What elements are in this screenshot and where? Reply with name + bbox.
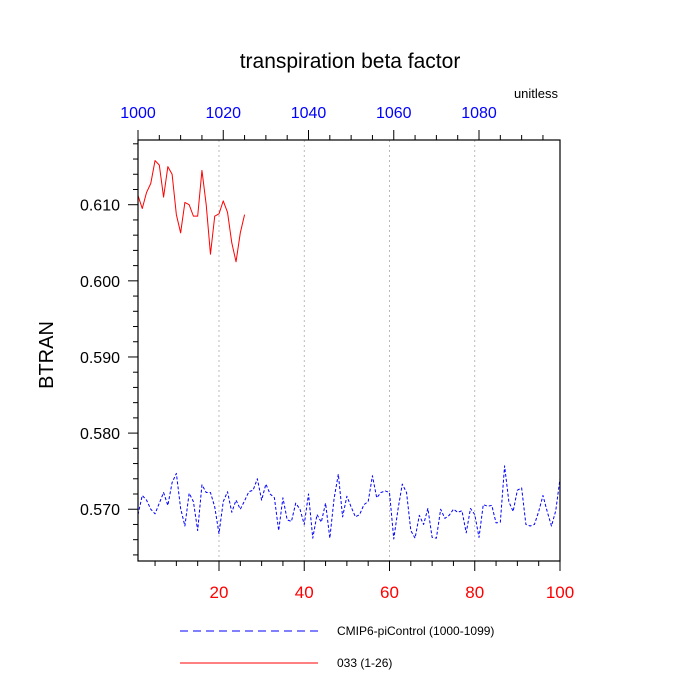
x-tick-label: 60 xyxy=(380,583,399,602)
series-line-0 xyxy=(137,465,561,540)
top-x-axis: 1000 1020 1040 1060 1080 xyxy=(120,105,544,140)
series-line-1 xyxy=(137,160,246,263)
top-tick-label: 1080 xyxy=(461,105,497,122)
legend-label-033: 033 (1-26) xyxy=(337,656,392,670)
grid-layer xyxy=(218,140,476,561)
y-tick-label: 0.570 xyxy=(80,502,120,519)
chart-title: transpiration beta factor xyxy=(240,50,461,73)
top-tick-label: 1000 xyxy=(120,105,156,122)
x-tick-label: 40 xyxy=(295,583,314,602)
y-axis-label: BTRAN xyxy=(36,321,58,389)
plot-frame xyxy=(137,139,561,562)
x-tick-label: 100 xyxy=(546,583,574,602)
top-tick-label: 1060 xyxy=(376,105,412,122)
legend-label-piControl: CMIP6-piControl (1000-1099) xyxy=(337,624,494,638)
x-tick-label: 80 xyxy=(465,583,484,602)
top-tick-label: 1040 xyxy=(291,105,327,122)
series-layer xyxy=(137,160,561,540)
y-tick-label: 0.610 xyxy=(80,198,120,215)
y-tick-label: 0.580 xyxy=(80,426,120,443)
y-axis: 0.570 0.580 0.590 0.600 0.610 xyxy=(80,143,138,556)
top-tick-label: 1020 xyxy=(205,105,241,122)
y-tick-label: 0.600 xyxy=(80,274,120,291)
y-tick-label: 0.590 xyxy=(80,350,120,367)
legend: CMIP6-piControl (1000-1099) 033 (1-26) xyxy=(180,624,494,670)
x-tick-label: 20 xyxy=(210,583,229,602)
units-label: unitless xyxy=(514,86,559,101)
bottom-x-axis: 20 40 60 80 100 xyxy=(154,561,574,602)
